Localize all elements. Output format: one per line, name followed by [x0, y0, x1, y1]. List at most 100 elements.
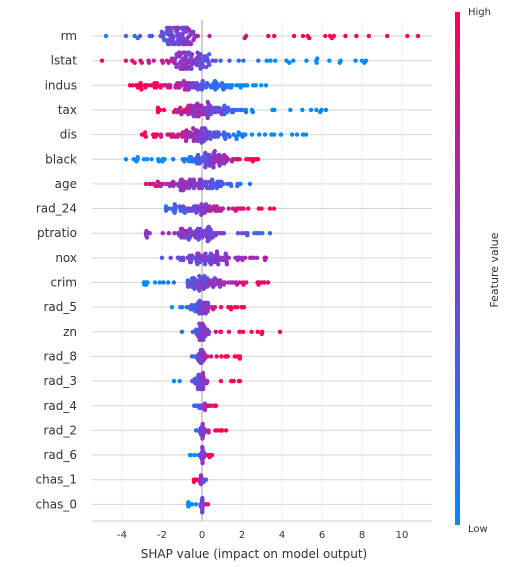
- shap-point-nox: [195, 261, 200, 267]
- shap-point-rad-3: [236, 378, 242, 384]
- shap-point-ptratio: [188, 228, 194, 234]
- shap-point-rm: [175, 41, 181, 47]
- shap-point-dis: [234, 136, 239, 141]
- shap-point-rad-2: [213, 428, 218, 433]
- x-axis: -4 -2 0 2 4 6 8 10: [92, 520, 432, 541]
- shap-point-ptratio: [160, 231, 165, 236]
- shap-point-zn: [200, 321, 205, 326]
- shap-point-rm: [188, 41, 194, 47]
- shap-point-indus: [238, 85, 243, 90]
- shap-point-indus: [193, 85, 198, 90]
- shap-point-crim: [208, 282, 213, 287]
- shap-point-rad-5: [218, 304, 224, 310]
- shap-point-rm: [158, 33, 163, 39]
- shap-point-crim: [142, 282, 147, 287]
- shap-point-dis: [212, 134, 217, 139]
- shap-point-black: [182, 159, 187, 164]
- shap-point-tax: [155, 105, 161, 111]
- shap-point-crim: [171, 280, 177, 285]
- x-tick-label: 4: [279, 530, 285, 541]
- shap-point-tax: [240, 107, 245, 113]
- shap-point-dis: [197, 136, 203, 141]
- shap-point-rm: [149, 33, 155, 39]
- shap-point-ptratio: [206, 224, 211, 230]
- colorbar-title: Feature value: [488, 232, 501, 307]
- shap-point-ptratio: [207, 237, 212, 242]
- shap-point-rad-2: [219, 428, 224, 433]
- shap-point-chas-1: [198, 473, 204, 478]
- shap-point-crim: [217, 284, 223, 289]
- shap-point-age: [225, 181, 230, 187]
- feature-label-indus: indus: [45, 78, 77, 92]
- beeswarm-points: [99, 25, 421, 515]
- shap-point-black: [210, 154, 215, 160]
- shap-point-nox: [251, 255, 257, 261]
- shap-point-rad-4: [198, 403, 203, 408]
- x-tick-label: 2: [239, 530, 245, 541]
- shap-point-rm: [174, 25, 180, 31]
- shap-point-zn: [226, 329, 232, 334]
- shap-point-crim: [165, 280, 171, 285]
- shap-point-ptratio: [198, 226, 203, 232]
- shap-point-indus: [219, 81, 225, 86]
- shap-point-lstat: [236, 58, 241, 63]
- shap-point-age: [229, 183, 234, 189]
- shap-point-black: [191, 159, 196, 164]
- shap-point-rm: [323, 33, 328, 39]
- shap-point-tax: [314, 107, 319, 113]
- shap-point-rm: [170, 41, 176, 47]
- shap-point-rm: [103, 33, 109, 39]
- shap-point-ptratio: [144, 235, 150, 240]
- shap-point-age: [238, 181, 243, 187]
- shap-point-rm: [190, 29, 196, 34]
- shap-point-crim: [192, 286, 197, 291]
- shap-point-age: [200, 179, 205, 184]
- shap-point-black: [216, 152, 221, 158]
- shap-point-age: [210, 177, 215, 182]
- shap-point-black: [141, 157, 147, 162]
- shap-point-tax: [250, 109, 256, 115]
- shap-point-rad-24: [233, 208, 238, 213]
- shap-point-lstat: [180, 66, 185, 71]
- x-tick-label: -4: [117, 530, 127, 541]
- shap-point-nox: [211, 259, 217, 265]
- shap-point-dis: [180, 134, 185, 139]
- shap-point-nox: [235, 255, 240, 261]
- shap-point-tax: [179, 111, 184, 117]
- shap-point-lstat: [169, 56, 174, 61]
- shap-point-indus: [194, 81, 200, 86]
- shap-point-nox: [214, 249, 220, 254]
- shap-point-rad-5: [178, 304, 183, 310]
- shap-point-indus: [165, 85, 171, 90]
- shap-point-rad-24: [172, 210, 177, 215]
- shap-point-indus: [158, 85, 163, 90]
- shap-point-indus: [208, 85, 214, 90]
- shap-point-nox: [221, 257, 227, 263]
- x-tick-label: -2: [157, 530, 167, 541]
- shap-point-crim: [237, 280, 242, 285]
- shap-point-tax: [175, 109, 180, 115]
- shap-point-rm: [207, 33, 212, 39]
- shap-point-rad-6: [200, 444, 205, 450]
- shap-point-rad-24: [167, 206, 172, 211]
- shap-point-nox: [188, 259, 194, 265]
- shap-point-rm: [266, 33, 271, 39]
- feature-label-ptratio: ptratio: [37, 226, 77, 240]
- shap-point-dis: [172, 134, 178, 139]
- shap-point-rad-24: [226, 206, 231, 211]
- shap-point-nox: [191, 255, 197, 261]
- shap-point-tax: [155, 109, 161, 115]
- shap-point-rad-8: [192, 354, 197, 359]
- shap-point-lstat: [185, 50, 190, 55]
- shap-point-lstat: [256, 58, 261, 63]
- shap-point-dis: [180, 130, 185, 135]
- shap-point-indus: [211, 81, 216, 86]
- shap-point-rad-24: [216, 208, 222, 213]
- shap-point-crim: [197, 288, 202, 293]
- shap-point-dis: [300, 132, 306, 137]
- shap-point-black: [254, 157, 259, 162]
- shap-point-dis: [143, 134, 148, 139]
- shap-point-dis: [240, 134, 245, 139]
- shap-point-tax: [230, 109, 236, 115]
- shap-point-ptratio: [260, 231, 265, 236]
